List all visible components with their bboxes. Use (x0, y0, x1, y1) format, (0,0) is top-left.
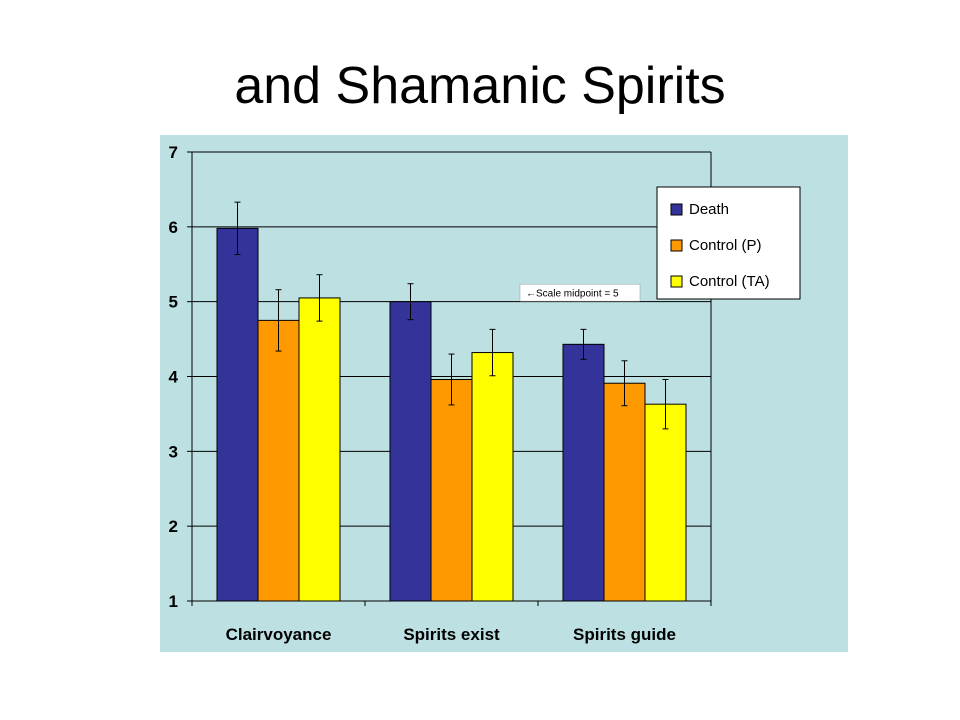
bar-2-0 (562, 343, 605, 602)
bar-0-0 (216, 227, 259, 602)
legend-label: Death (689, 201, 729, 218)
x-category-label: Spirits exist (403, 625, 500, 644)
y-tick-label: 3 (169, 442, 178, 461)
legend-label: Control (P) (689, 237, 762, 254)
x-category-label: Clairvoyance (226, 625, 332, 644)
x-category-label: Spirits guide (573, 625, 676, 644)
bar-2-1 (603, 382, 646, 602)
legend-swatch (670, 275, 683, 288)
legend-swatch (670, 239, 683, 252)
y-tick-label: 1 (169, 592, 178, 611)
legend-label: Control (TA) (689, 273, 770, 290)
bar-0-1 (257, 319, 300, 602)
annotation-box (519, 283, 641, 302)
legend-swatch (670, 203, 683, 216)
bar-chart: 1 2 3 4 5 6 7 Clairvoyance Spirits exist Spirits … (160, 135, 848, 652)
bar-2-2 (644, 403, 687, 602)
annotation-text: ←Scale midpoint = 5 (526, 289, 619, 300)
bar-1-0 (389, 301, 432, 602)
y-tick-label: 4 (169, 368, 179, 387)
page-title: and Shamanic Spirits (234, 57, 726, 115)
bar-1-1 (430, 378, 473, 602)
y-tick-label: 7 (169, 143, 178, 162)
chart-area: 1 2 3 4 5 6 7 Clairvoyance Spirits exist Spirits … (160, 135, 848, 652)
bar-0-2 (298, 297, 341, 602)
y-tick-label: 2 (169, 517, 178, 536)
y-tick-label: 6 (169, 218, 178, 237)
bar-1-2 (471, 352, 514, 602)
y-tick-label: 5 (169, 293, 178, 312)
